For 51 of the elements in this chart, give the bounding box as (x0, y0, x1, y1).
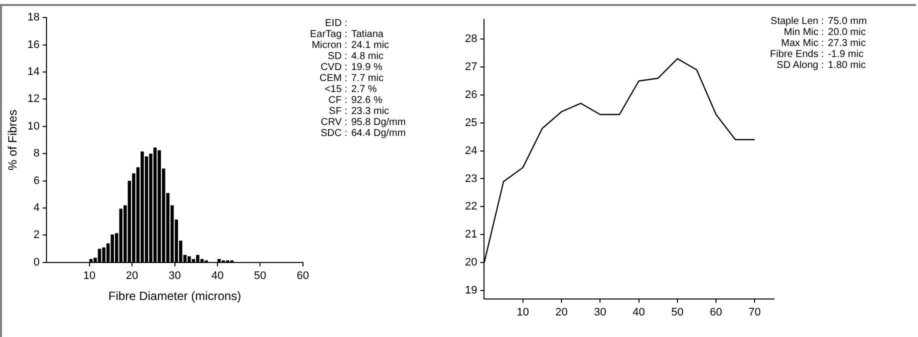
y-tick-label: 26 (464, 89, 478, 102)
x-axis-title: Fibre Diameter (microns) (108, 289, 242, 304)
text: CVD : 19.9 % (320, 62, 384, 73)
text: SD : 4.8 mic (326, 51, 384, 62)
y-tick-label: 20 (464, 256, 478, 269)
y-axis-title: % of Fibres (6, 110, 20, 170)
text: CRV : 95.8 Dg/mm (320, 117, 406, 128)
x-tick-label: 30 (594, 306, 606, 318)
y-tick-label: 4 (34, 202, 40, 214)
text: EarTag : Tatiana (310, 29, 384, 40)
text: Max Mic : 27.3 mic (780, 38, 867, 49)
x-tick-label: 10 (516, 306, 529, 318)
x-tick-label: 60 (710, 306, 722, 318)
y-tick-label: 14 (27, 66, 40, 78)
y-tick-label: 0 (34, 256, 40, 268)
text: Micron : 24.1 mic (310, 40, 390, 51)
text: SF : 23.3 mic (328, 106, 390, 117)
text: SDC : 64.4 Dg/mm (320, 128, 406, 139)
x-tick-label: 20 (126, 270, 138, 282)
y-tick-label: 16 (27, 38, 40, 51)
y-tick-label: 25 (464, 116, 478, 129)
y-tick-label: 12 (27, 93, 40, 106)
x-tick-label: 30 (168, 270, 181, 282)
text: EID : (324, 18, 348, 29)
y-tick-label: 2 (34, 229, 40, 242)
y-tick-label: 24 (464, 144, 478, 157)
text: <15 : 2.7 % (324, 84, 378, 95)
y-tick-label: 6 (34, 174, 40, 187)
y-tick-label: 23 (464, 172, 478, 185)
x-tick-label: 20 (555, 306, 568, 318)
annotation: Fibre Ends : -1.9 mic (770, 49, 864, 60)
x-tick-label: 70 (748, 306, 761, 318)
y-tick-label: 18 (27, 12, 40, 24)
y-tick-label: 28 (464, 33, 478, 46)
y-tick-label: 21 (464, 228, 478, 241)
x-tick-label: 60 (296, 270, 310, 282)
text: SD Along : 1.80 mic (776, 60, 867, 71)
x-tick-label: 40 (632, 306, 645, 318)
x-tick-label: 50 (671, 306, 684, 318)
x-tick-label: 50 (254, 270, 266, 282)
text: Min Mic : 20.0 mic (782, 27, 867, 38)
y-tick-label: 10 (27, 120, 40, 132)
x-tick-label: 10 (83, 270, 96, 282)
y-tick-label: 27 (464, 61, 478, 74)
annotation: Staple Len : 75.0 mm (770, 16, 867, 27)
y-tick-label: 8 (34, 148, 40, 160)
y-tick-label: 19 (464, 284, 478, 296)
text: CF : 92.6 % (327, 95, 384, 106)
text: CEM : 7.7 mic (318, 73, 384, 84)
y-tick-label: 22 (464, 200, 478, 213)
x-tick-label: 40 (211, 270, 224, 282)
